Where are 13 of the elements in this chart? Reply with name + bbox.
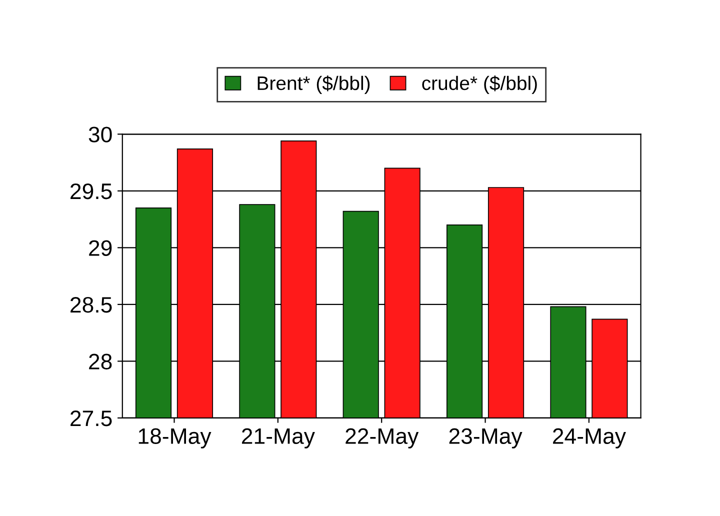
x-tick-label: 21-May <box>242 428 315 448</box>
y-tick-label: 29 <box>89 240 112 256</box>
y-tick-label: 30 <box>88 126 112 142</box>
x-tick-label: 18-May <box>138 428 212 448</box>
y-tick-label: 28.5 <box>70 296 112 313</box>
legend-label: crude* ($/bbl) <box>422 76 537 94</box>
x-tick-label: 23-May <box>449 428 522 448</box>
legend-label: Brent* ($/bbl) <box>258 76 370 94</box>
x-tick-label: 24-May <box>553 428 626 448</box>
y-tick-label: 29.5 <box>70 183 112 200</box>
y-tick-label: 27.5 <box>70 410 112 426</box>
y-tick-label: 28 <box>89 354 112 370</box>
x-tick-label: 22-May <box>346 428 419 448</box>
